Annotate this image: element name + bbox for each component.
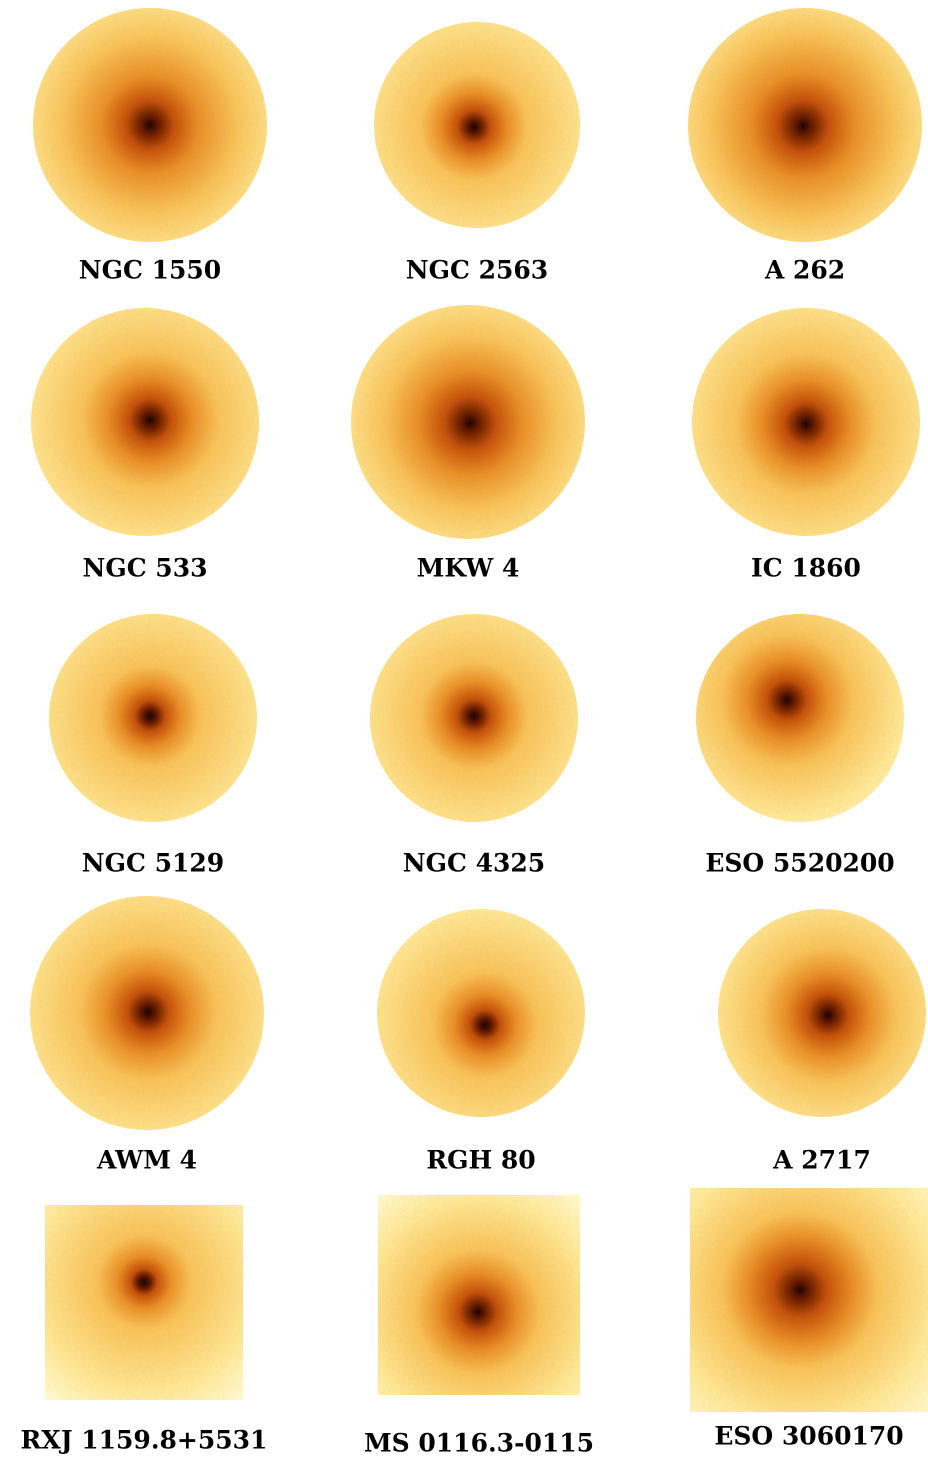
xray-image <box>30 896 264 1130</box>
xray-image <box>377 909 585 1117</box>
xray-image <box>370 614 578 822</box>
xray-image <box>688 8 922 242</box>
panel-label: ESO 5520200 <box>705 849 894 878</box>
xray-image <box>690 1188 928 1412</box>
panel-label: NGC 2563 <box>406 256 548 285</box>
panel-label: ESO 3060170 <box>714 1422 903 1451</box>
panel-label: A 262 <box>764 256 845 285</box>
xray-image <box>718 909 926 1117</box>
xray-image <box>374 22 580 228</box>
xray-image <box>378 1195 580 1395</box>
panel-label: IC 1860 <box>751 554 861 583</box>
xray-image <box>692 308 920 536</box>
panel-label: AWM 4 <box>96 1146 197 1175</box>
xray-image <box>49 614 257 822</box>
panel-label: RGH 80 <box>426 1146 535 1175</box>
xray-image <box>351 305 585 539</box>
panel-label: RXJ 1159.8+5531 <box>21 1426 268 1455</box>
xray-image <box>33 8 267 242</box>
panel-label: NGC 1550 <box>79 256 221 285</box>
xray-image <box>45 1205 243 1400</box>
xray-image <box>31 308 259 536</box>
panel-label: NGC 533 <box>83 554 208 583</box>
panel-label: MKW 4 <box>417 554 520 583</box>
panel-label: NGC 5129 <box>82 849 224 878</box>
panel-label: A 2717 <box>772 1146 871 1175</box>
panel-label: NGC 4325 <box>403 849 545 878</box>
panel-label: MS 0116.3-0115 <box>364 1429 594 1458</box>
xray-image <box>696 614 904 822</box>
